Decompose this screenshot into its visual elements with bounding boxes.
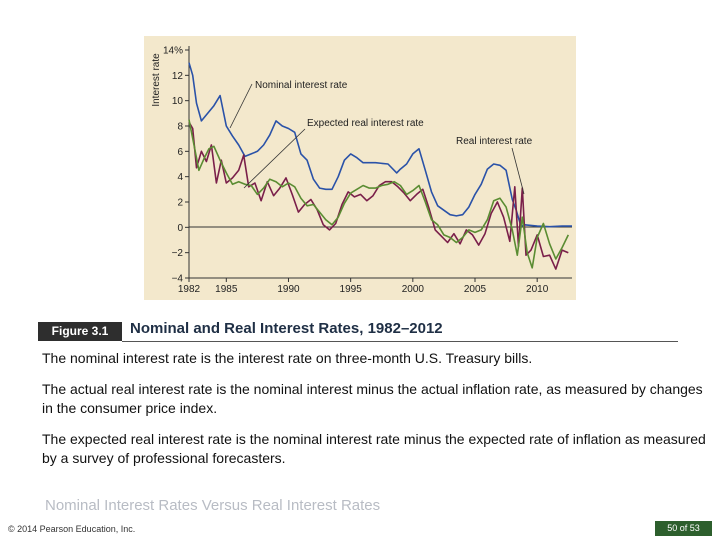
caption-paragraph-nominal: The nominal interest rate is the interes… [42, 350, 533, 366]
page-number-badge: 50 of 53 [655, 521, 712, 536]
copyright-notice: © 2014 Pearson Education, Inc. [8, 524, 136, 534]
caption-paragraph-actual-real: The actual real interest rate is the nom… [42, 381, 703, 416]
interest-rate-chart: Interest rate −4 −2 0 2 4 6 8 10 12 14% 1982 1985 1… [144, 36, 576, 300]
y-tick-label: 2 [177, 198, 183, 209]
chart-svg: Interest rate −4 −2 0 2 4 6 8 10 12 14% 1982 1985 1… [144, 36, 576, 300]
slide-subtitle: Nominal Interest Rates Versus Real Inter… [45, 497, 381, 514]
chart-background [144, 36, 576, 300]
annotation-real: Real interest rate [456, 136, 533, 147]
y-tick-label: 6 [177, 147, 183, 158]
y-tick-label: 4 [177, 172, 183, 183]
y-axis-label: Interest rate [151, 53, 162, 107]
series-line-expected-real [188, 119, 570, 269]
x-tick-label: 1985 [215, 284, 238, 295]
annotation-expected-real-leader [243, 128, 306, 189]
y-tick-label: 10 [172, 96, 184, 107]
y-tick-label: 0 [177, 223, 183, 234]
series-line-real [188, 121, 569, 270]
x-tick-label: 1995 [340, 284, 363, 295]
annotation-nominal: Nominal interest rate [255, 80, 348, 91]
x-tick-label: 2005 [464, 284, 487, 295]
y-tick-label: 14% [163, 46, 183, 57]
y-tick-label: 12 [172, 71, 184, 82]
annotation-nominal-leader [229, 83, 253, 129]
y-tick-label: 8 [177, 122, 183, 133]
annotation-real-leader [511, 147, 525, 195]
series-line-nominal [188, 62, 572, 228]
caption-paragraph-expected-real: The expected real interest rate is the n… [42, 431, 706, 466]
x-tick-label: 1990 [277, 284, 300, 295]
x-tick-label: 2010 [526, 284, 549, 295]
title-rule [122, 341, 678, 342]
annotation-expected-real: Expected real interest rate [307, 118, 424, 129]
y-tick-label: −2 [172, 248, 184, 259]
x-tick-label: 2000 [402, 284, 425, 295]
x-tick-label: 1982 [178, 284, 201, 295]
figure-label: Figure 3.1 [38, 322, 122, 341]
y-tick-label: −4 [172, 274, 184, 285]
figure-title: Nominal and Real Interest Rates, 1982–20… [130, 320, 443, 337]
